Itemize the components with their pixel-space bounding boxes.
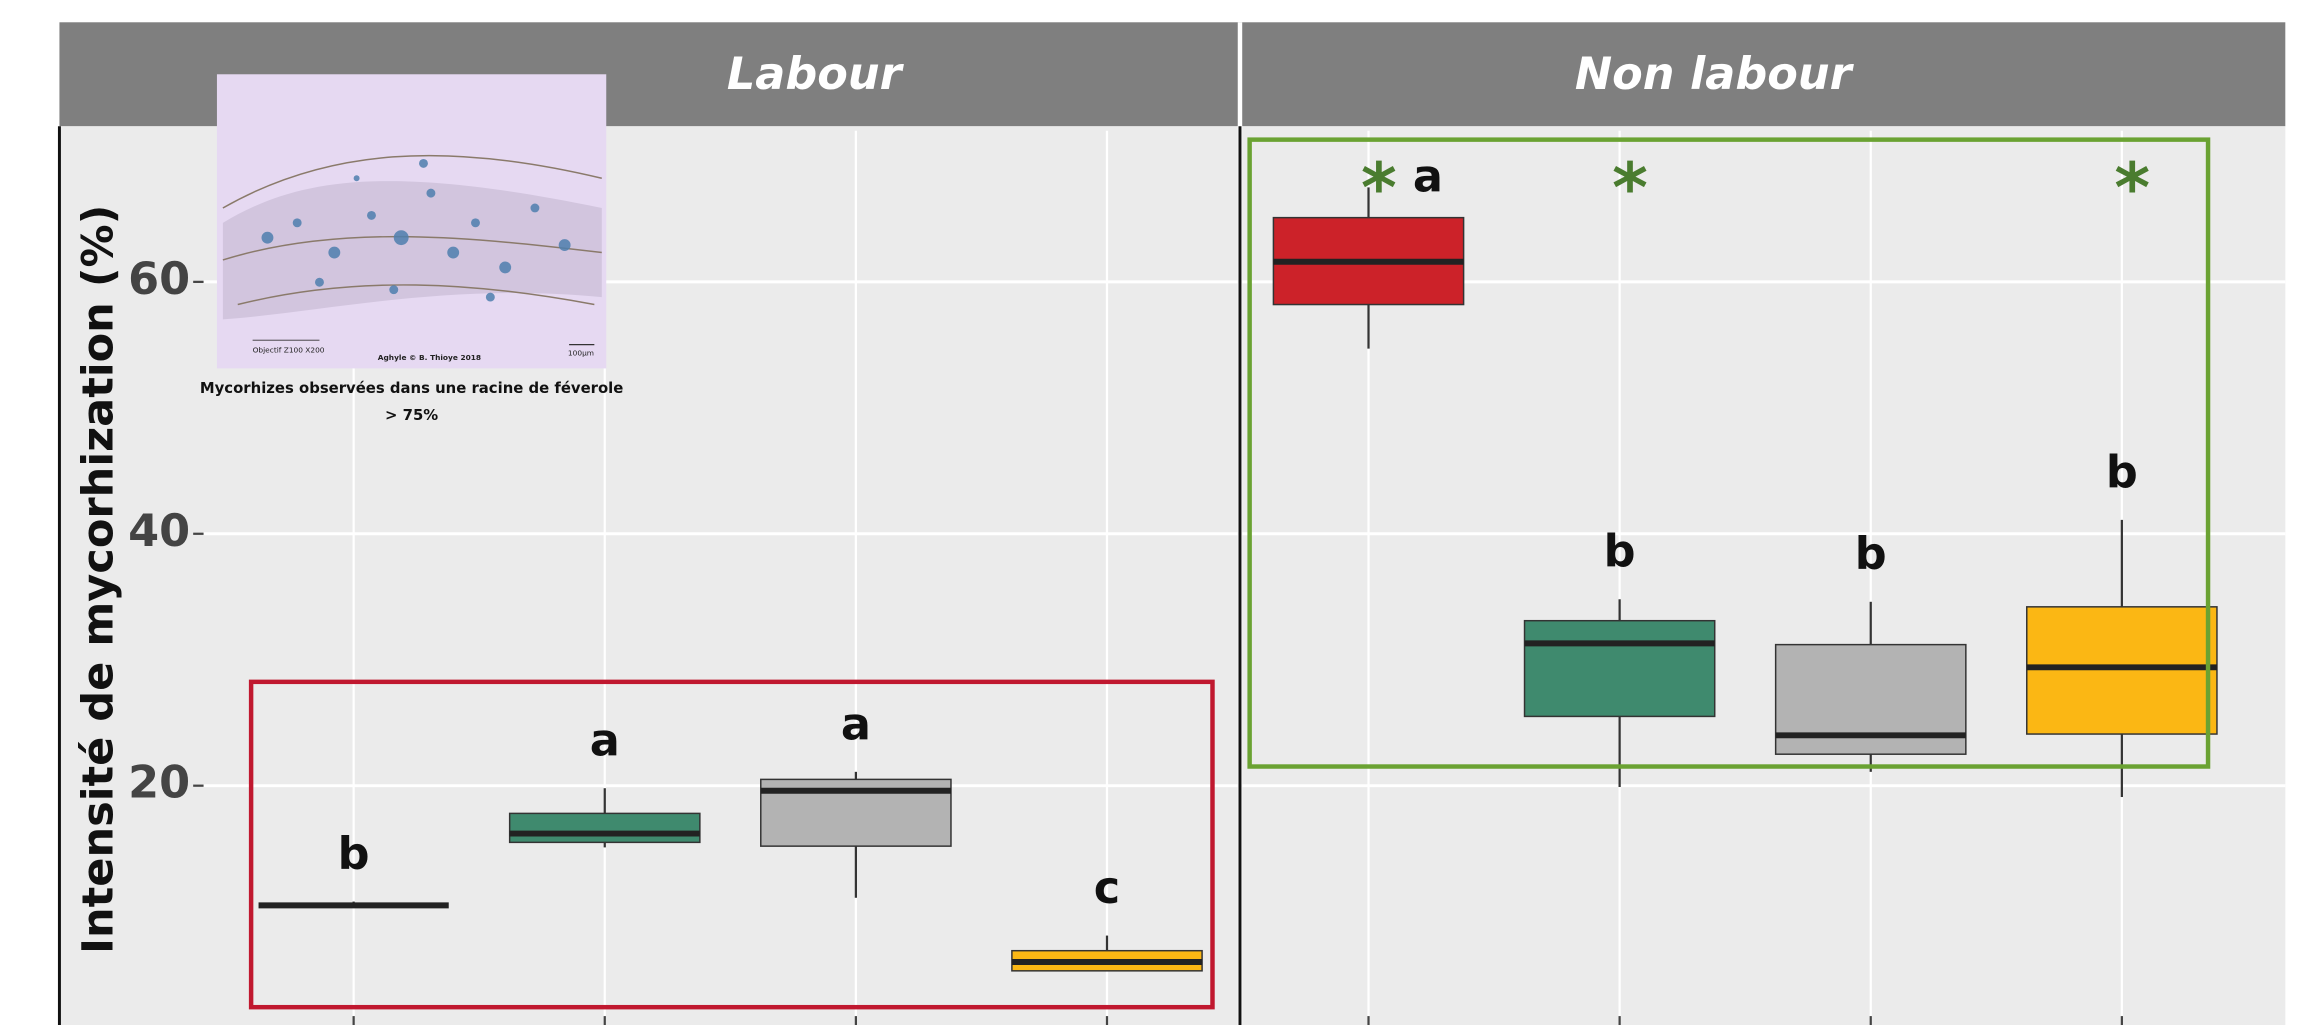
inset-hyphae: [222, 154, 602, 306]
strip-label: Labour: [727, 48, 905, 100]
inset-credit: Aghyle © B. Thioye 2018: [378, 353, 481, 362]
marks: b a a c * a * b b * b: [258, 150, 2218, 972]
group-letter: a: [1413, 151, 1443, 203]
box: [2026, 606, 2218, 735]
group-letter: b: [2106, 446, 2138, 498]
y-axis-label: Intensité de mycorhization (%): [74, 205, 124, 954]
significance-star: *: [1612, 150, 1648, 229]
highlight-frame: [248, 679, 1215, 1010]
group-letter: b: [1604, 526, 1636, 578]
y-tick-label: 60: [128, 253, 190, 305]
inset-scale: 100µm: [568, 349, 594, 358]
box: [1523, 619, 1716, 718]
significance-star: *: [1361, 150, 1397, 229]
group-letter: b: [1855, 528, 1887, 580]
strip-label: Non labour: [1575, 48, 1855, 100]
highlight-frame: [1247, 137, 2211, 769]
y-tick-label: 20: [128, 757, 190, 809]
inset-spores: [261, 158, 571, 302]
y-tick-label: 40: [128, 505, 190, 557]
inset-subcaption: > 75%: [385, 406, 438, 424]
box: [508, 812, 701, 844]
group-letter: b: [338, 828, 370, 880]
group-letter: a: [590, 715, 620, 767]
group-letter: a: [841, 698, 871, 750]
group-letter: c: [1094, 862, 1120, 914]
inset-objective: Objectif Z100 X200: [253, 346, 325, 355]
inset: Objectif Z100 X200 Aghyle © B. Thioye 20…: [200, 74, 623, 424]
significance-star: *: [2114, 150, 2150, 229]
inset-caption: Mycorhizes observées dans une racine de …: [200, 379, 623, 397]
